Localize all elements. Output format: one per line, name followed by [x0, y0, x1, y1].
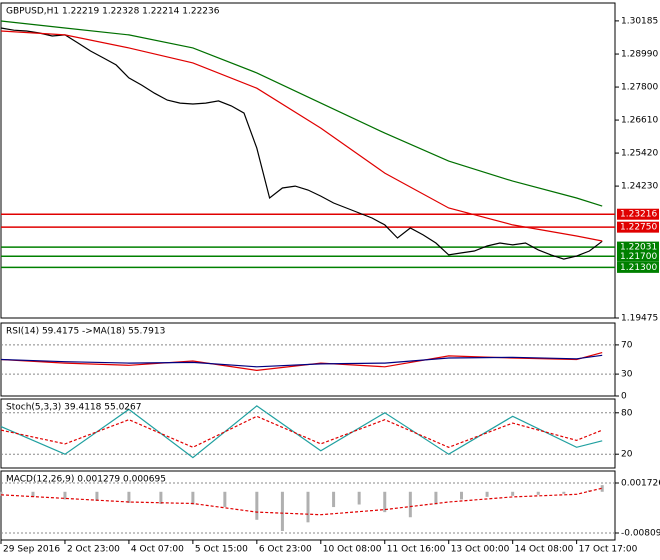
level-label: 1.21300	[620, 263, 657, 273]
series-line	[0, 487, 603, 516]
y-tick-label: 70	[621, 340, 633, 350]
histogram-bar	[127, 491, 131, 503]
histogram-bar	[383, 491, 387, 513]
x-tick-label: 10 Oct 08:00	[323, 545, 382, 555]
level-label: 1.21700	[620, 252, 657, 262]
histogram-bar	[536, 491, 540, 495]
panel-frame	[0, 2, 616, 319]
y-tick-label: 30	[621, 370, 633, 380]
x-tick-label: 14 Oct 08:00	[515, 545, 574, 555]
y-tick-label: 1.26610	[621, 116, 658, 126]
histogram-bar	[460, 491, 463, 500]
histogram-bar	[63, 491, 67, 500]
level-label: 1.22031	[620, 243, 657, 253]
histogram-bar	[511, 491, 515, 496]
y-tick-label: 0.001726	[621, 478, 660, 488]
x-tick-label: 29 Sep 2016	[3, 545, 60, 555]
histogram-bar	[191, 491, 195, 505]
histogram-bar	[357, 491, 361, 505]
series-line	[0, 30, 603, 242]
x-tick-label: 5 Oct 15:00	[195, 545, 248, 555]
histogram-bar	[0, 491, 3, 496]
series-line	[0, 352, 603, 372]
y-tick-label: 20	[621, 450, 633, 460]
level-box	[617, 261, 659, 273]
histogram-bar	[223, 491, 227, 508]
y-tick-label: 1.25420	[621, 149, 658, 159]
x-tick-label: 17 Oct 17:00	[579, 545, 638, 555]
histogram-bar	[562, 491, 566, 494]
panel-title: RSI(14) 59.4175 ->MA(18) 55.7913	[6, 327, 165, 337]
level-box	[617, 221, 659, 233]
y-tick-label: 1.24230	[621, 182, 658, 192]
series-line	[0, 415, 603, 448]
series-line	[0, 20, 603, 207]
x-tick-label: 2 Oct 23:00	[67, 545, 120, 555]
histogram-bar	[306, 491, 310, 523]
y-tick-label: 1.27800	[621, 83, 658, 93]
histogram-bar	[408, 491, 412, 518]
histogram-bar	[95, 491, 99, 501]
histogram-bar	[485, 491, 489, 497]
histogram-bar	[600, 485, 604, 492]
series-line	[0, 405, 603, 459]
level-box	[617, 250, 659, 262]
histogram-bar	[434, 491, 438, 505]
panel-frame	[0, 470, 616, 541]
panel-title: MACD(12,26,9) 0.001279 0.000695	[6, 475, 166, 485]
x-tick-label: 13 Oct 00:00	[451, 545, 510, 555]
histogram-bar	[255, 491, 259, 520]
y-tick-label: 80	[621, 408, 633, 418]
x-tick-label: 4 Oct 07:00	[131, 545, 184, 555]
y-tick-label: 0	[621, 392, 627, 402]
y-tick-label: 1.28990	[621, 50, 658, 60]
x-tick-label: 11 Oct 16:00	[387, 545, 446, 555]
panel-title: GBPUSD,H1 1.22219 1.22328 1.22214 1.2223…	[6, 7, 220, 17]
x-tick-label: 6 Oct 23:00	[259, 545, 312, 555]
histogram-bar	[159, 491, 163, 504]
series-line	[0, 354, 603, 368]
panel-frame	[0, 398, 616, 469]
level-label: 1.22750	[620, 223, 657, 233]
level-label: 1.23216	[620, 210, 657, 220]
y-tick-label: 1.30185	[621, 16, 658, 26]
histogram-bar	[280, 491, 284, 531]
panel-title: Stoch(5,3,3) 39.4118 55.0267	[6, 403, 141, 413]
y-tick-label: -0.008096	[621, 529, 660, 539]
level-box	[617, 208, 659, 220]
series-line	[0, 27, 603, 260]
level-box	[617, 241, 659, 253]
histogram-bar	[31, 491, 35, 497]
histogram-bar	[332, 491, 336, 508]
y-tick-label: 1.19475	[621, 314, 658, 324]
